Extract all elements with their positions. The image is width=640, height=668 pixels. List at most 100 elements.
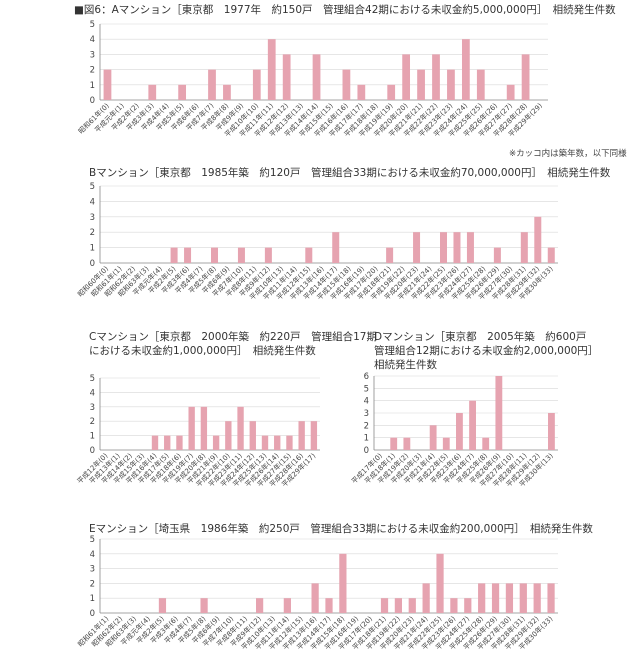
chart-d-y-tick-label: 6: [364, 372, 369, 382]
chart-e-bar: [422, 583, 430, 613]
chart-d-title-line1: Dマンション［東京都 2005年築 約600戸: [374, 331, 587, 343]
chart-e-bar: [255, 598, 264, 613]
chart-b-bar: [439, 232, 448, 263]
chart-a-bar: [148, 84, 157, 100]
chart-b-bar: [534, 216, 542, 263]
chart-c-y-tick-label: 5: [90, 374, 95, 384]
chart-c-bar: [261, 435, 269, 450]
chart-a-bar: [402, 54, 411, 100]
chart-b-bar: [210, 247, 219, 263]
chart-a-bar: [282, 54, 291, 100]
chart-a-y-tick-label: 4: [90, 35, 95, 45]
chart-b-bar: [453, 232, 461, 263]
chart-a-y-tick-label: 5: [90, 20, 95, 30]
chart-d-bar: [442, 437, 450, 450]
chart-e-bar: [283, 598, 291, 613]
chart-d-bar: [495, 376, 503, 450]
chart-e-y-tick-label: 5: [90, 535, 95, 545]
chart-e-bar: [547, 583, 555, 613]
chart-e-bar: [519, 583, 527, 613]
chart-c-y-tick-label: 2: [90, 417, 95, 427]
chart-d-y-tick-label: 0: [364, 446, 369, 456]
chart-e-bar: [394, 598, 403, 613]
chart-b-title: Bマンション［東京都 1985年築 約120戸 管理組合33期における未収金約7…: [89, 167, 611, 179]
chart-b-y-tick-label: 0: [90, 259, 95, 269]
chart-d-bar: [469, 400, 476, 450]
chart-a-bar: [312, 54, 321, 100]
chart-a-y-tick-label: 2: [90, 66, 95, 76]
chart-c-y-tick-label: 4: [90, 388, 95, 398]
chart-e-bar: [311, 583, 319, 613]
chart-a-bar: [447, 69, 455, 100]
chart-a-bar: [521, 54, 530, 100]
chart-a-title: ■図6：Aマンション［東京都 1977年 約150戸 管理組合42期における未収…: [74, 4, 616, 16]
chart-d-bar: [403, 437, 411, 450]
chart-d-y-tick-label: 2: [364, 421, 369, 431]
chart-c-bar: [200, 406, 208, 450]
chart-d-bar: [456, 413, 463, 450]
chart-b-y-tick-label: 1: [90, 244, 95, 254]
chart-b-bar: [520, 232, 528, 263]
chart-b-bar: [332, 232, 340, 263]
chart-b-bar: [493, 247, 501, 263]
chart-b-y-tick-label: 2: [90, 228, 95, 238]
chart-b-bar: [305, 247, 313, 263]
chart-a-bar: [178, 84, 187, 100]
chart-c-bar: [310, 421, 318, 450]
chart-b-y-tick-label: 3: [90, 213, 95, 223]
chart-c-bar: [249, 421, 256, 450]
chart-e-bar: [533, 583, 541, 613]
chart-c-y-tick-label: 0: [90, 446, 95, 456]
chart-d-y-tick-label: 5: [364, 384, 369, 394]
chart-e-bar: [408, 598, 416, 613]
chart-a-bar: [506, 84, 515, 100]
chart-e-bar: [200, 598, 208, 613]
chart-c-title-line1: Cマンション［東京都 2000年築 約220戸 管理組合17期: [89, 331, 377, 343]
chart-c-bar: [164, 435, 171, 450]
age-note: ※カッコ内は築年数，以下同様: [509, 149, 627, 159]
chart-a-bar: [342, 69, 351, 100]
chart-a-bar: [357, 84, 366, 100]
chart-d-bar: [429, 425, 437, 450]
chart-d-y-tick-label: 3: [364, 409, 369, 419]
chart-b-bar: [237, 247, 245, 263]
chart-c-bar: [225, 421, 232, 450]
chart-a-bar: [252, 69, 261, 100]
chart-c-bar: [212, 435, 220, 450]
chart-a-bar: [432, 54, 440, 100]
chart-e-y-tick-label: 0: [90, 609, 95, 619]
chart-d-bar: [548, 413, 555, 450]
chart-b-bar: [184, 247, 192, 263]
chart-e-y-tick-label: 3: [90, 565, 95, 575]
chart-d-title-line2: 管理組合12期における未収金約2,000,000円］: [374, 345, 599, 357]
chart-c-y-tick-label: 1: [90, 432, 95, 442]
chart-d-y-tick-label: 4: [364, 397, 369, 407]
chart-a-bar: [476, 69, 485, 100]
chart-b-y-tick-label: 4: [90, 197, 95, 207]
chart-b-bar: [413, 232, 421, 263]
chart-e-y-tick-label: 2: [90, 579, 95, 589]
chart-e-bar: [491, 583, 500, 613]
chart-b-y-tick-label: 5: [90, 182, 95, 192]
chart-e-bar: [478, 583, 486, 613]
chart-e-y-tick-label: 1: [90, 594, 95, 604]
chart-e-bar: [505, 583, 514, 613]
chart-c-title-line2: における未収金約1,000,000円］ 相続発生件数: [89, 345, 316, 357]
chart-e-y-tick-label: 4: [90, 550, 95, 560]
chart-e-title: Eマンション［埼玉県 1986年築 約250戸 管理組合33期における未収金約2…: [89, 523, 593, 535]
chart-e-bar: [380, 598, 389, 613]
chart-a-y-tick-label: 1: [90, 81, 95, 91]
chart-a-bar: [223, 84, 231, 100]
chart-c-y-tick-label: 3: [90, 403, 95, 413]
chart-c-bar: [151, 435, 159, 450]
chart-e-bar: [339, 553, 347, 613]
chart-a-bar: [267, 39, 276, 100]
chart-a-bar: [417, 69, 425, 100]
chart-a-bar: [461, 39, 470, 100]
chart-c-bar: [237, 406, 244, 450]
chart-c-bar: [188, 406, 195, 450]
chart-d-bar: [390, 437, 398, 450]
chart-e-bar: [325, 598, 333, 613]
chart-d-y-tick-label: 1: [364, 434, 369, 444]
